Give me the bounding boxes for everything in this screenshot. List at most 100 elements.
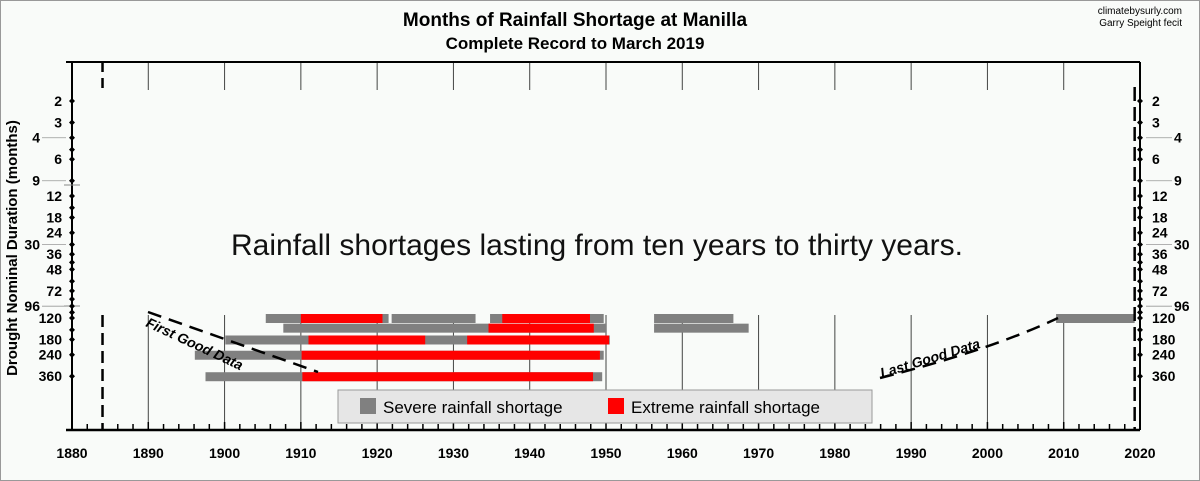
x-tick-label: 2010 (1048, 445, 1079, 461)
y-tick-marker (1137, 229, 1143, 236)
x-tick-label: 1880 (56, 445, 87, 461)
y-tick-marker (69, 177, 75, 184)
y-tick-label-left: 18 (46, 209, 62, 225)
y-tick-label-right: 3 (1152, 114, 1160, 130)
y-tick-label-left: 4 (32, 130, 40, 146)
first-good-data-curve (147, 310, 319, 374)
y-tick-marker (1137, 241, 1143, 248)
y-tick-marker (69, 146, 75, 153)
y-tick-label-right: 2 (1152, 93, 1160, 109)
y-tick-label-right: 240 (1152, 347, 1176, 363)
y-tick-marker (1137, 259, 1143, 266)
y-tick-label-left: 120 (39, 310, 63, 326)
y-tick-marker (1137, 266, 1143, 273)
severe-bar (654, 314, 734, 324)
y-tick-marker (1137, 278, 1143, 285)
y-tick-marker (69, 119, 75, 126)
y-tick-marker (69, 98, 75, 104)
x-tick-label: 1920 (362, 445, 393, 461)
severe-bar (391, 314, 476, 324)
x-tick-label: 1970 (743, 445, 774, 461)
extreme-bar (467, 335, 610, 345)
y-tick-marker (1137, 214, 1143, 221)
x-tick-label: 1900 (209, 445, 240, 461)
y-tick-marker (69, 336, 75, 343)
y-tick-label-left: 180 (39, 331, 63, 347)
y-tick-marker (69, 278, 75, 285)
y-axis-label: Drought Nominal Duration (months) (4, 120, 21, 376)
severe-bar (1056, 314, 1135, 324)
annotation-text: Rainfall shortages lasting from ten year… (231, 229, 963, 262)
y-tick-marker (69, 309, 75, 316)
extreme-bar (308, 335, 426, 345)
y-tick-marker (1137, 134, 1143, 141)
y-tick-marker (69, 373, 75, 380)
y-tick-label-right: 30 (1174, 237, 1190, 253)
y-tick-marker (69, 351, 75, 358)
y-tick-marker (1137, 373, 1143, 380)
y-tick-marker (1137, 303, 1143, 310)
y-tick-marker (1137, 296, 1143, 303)
y-tick-label-left: 96 (24, 298, 40, 314)
y-tick-label-right: 36 (1152, 246, 1168, 262)
credit-site: climatebysurly.com (1098, 6, 1182, 17)
y-tick-marker (1137, 336, 1143, 343)
x-tick-label: 2000 (972, 445, 1003, 461)
y-tick-marker (1137, 315, 1143, 322)
y-tick-marker (69, 241, 75, 248)
y-tick-label-right: 360 (1152, 368, 1176, 384)
y-tick-marker (1137, 351, 1143, 358)
y-tick-marker (69, 259, 75, 266)
x-tick-label: 1960 (667, 445, 698, 461)
y-tick-marker (1137, 204, 1143, 211)
y-tick-label-right: 180 (1152, 331, 1176, 347)
y-tick-marker (1137, 287, 1143, 294)
legend: Severe rainfall shortage Extreme rainfal… (337, 389, 873, 424)
y-tick-marker (69, 287, 75, 294)
y-tick-marker (1137, 98, 1143, 104)
x-tick-label: 1950 (590, 445, 621, 461)
y-tick-label-left: 48 (46, 261, 62, 277)
y-tick-marker (1137, 119, 1143, 126)
y-tick-marker (69, 229, 75, 236)
y-tick-marker (69, 326, 75, 333)
extreme-bar (502, 314, 590, 324)
y-tick-marker (1137, 177, 1143, 184)
y-tick-label-right: 18 (1152, 209, 1168, 225)
y-tick-marker (69, 251, 75, 258)
y-tick-marker (69, 296, 75, 303)
legend-label-severe: Severe rainfall shortage (383, 398, 563, 417)
y-tick-marker (69, 134, 75, 141)
legend-box (337, 389, 873, 424)
chart-title: Months of Rainfall Shortage at Manilla (403, 10, 748, 31)
severe-bar (283, 323, 607, 333)
y-tick-label-right: 72 (1152, 283, 1168, 299)
y-tick-label-left: 24 (46, 225, 62, 241)
y-tick-label-right: 4 (1174, 130, 1182, 146)
legend-swatch-severe (360, 398, 376, 414)
x-tick-label: 1990 (896, 445, 927, 461)
y-tick-label-left: 360 (39, 368, 63, 384)
y-tick-label-right: 120 (1152, 310, 1176, 326)
extreme-bar (300, 314, 383, 324)
x-tick-label: 1940 (514, 445, 545, 461)
y-tick-marker (69, 156, 75, 163)
y-tick-marker (69, 303, 75, 310)
y-tick-label-left: 9 (32, 173, 40, 189)
y-tick-marker (69, 315, 75, 322)
y-tick-marker (1137, 251, 1143, 258)
y-tick-label-left: 12 (46, 188, 62, 204)
y-tick-label-left: 2 (54, 93, 62, 109)
y-tick-label-left: 30 (24, 237, 40, 253)
extreme-bar (302, 372, 594, 382)
x-tick-label: 2020 (1124, 445, 1155, 461)
y-tick-label-left: 72 (46, 283, 62, 299)
y-tick-marker (69, 192, 75, 199)
x-tick-label: 1910 (285, 445, 316, 461)
y-tick-marker (1137, 326, 1143, 333)
last-good-data-curve (879, 316, 1059, 380)
y-tick-label-left: 240 (39, 347, 63, 363)
y-tick-label-right: 96 (1174, 298, 1190, 314)
